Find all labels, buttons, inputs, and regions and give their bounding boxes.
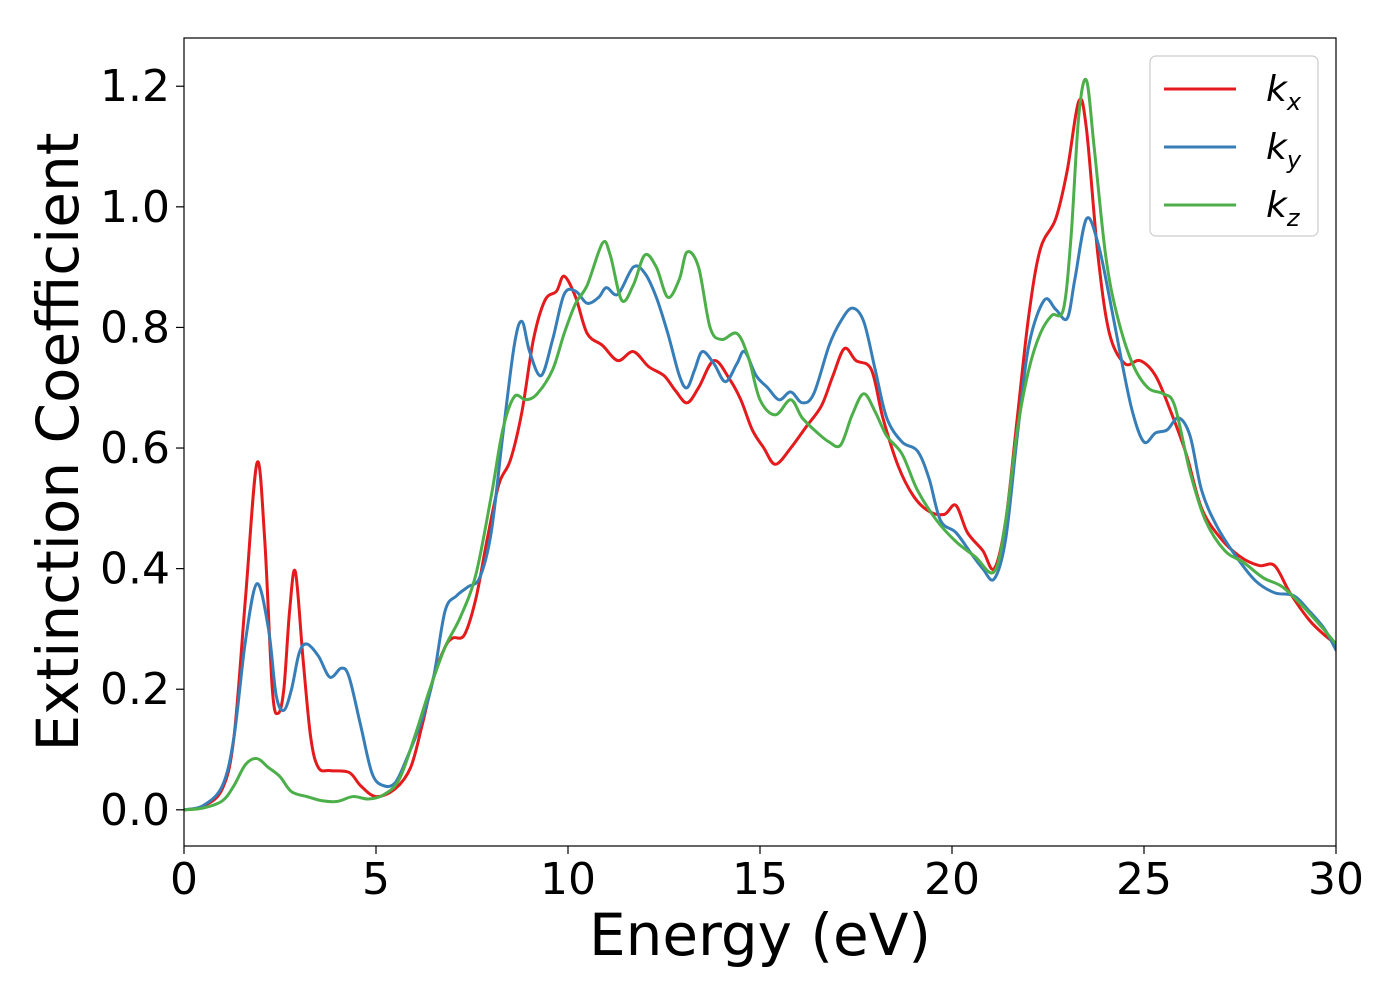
x-axis: 0 5 10 15 20 25 30 <box>170 846 1364 905</box>
y-axis-title: Extinction Coefficient <box>24 133 92 752</box>
y-tick-label: 0.4 <box>100 544 170 595</box>
y-axis: 0.0 0.2 0.4 0.6 0.8 1.0 1.2 <box>100 61 184 836</box>
legend: kx ky kz <box>1149 55 1319 237</box>
x-tick-label: 25 <box>1116 854 1172 905</box>
x-axis-title: Energy (eV) <box>589 901 931 969</box>
y-tick-label: 0.0 <box>100 785 170 836</box>
legend-label-y: ky <box>1266 127 1302 174</box>
y-tick-label: 0.6 <box>100 423 170 474</box>
y-tick-label: 1.2 <box>100 61 170 112</box>
plot-lines <box>184 77 1336 812</box>
y-tick-label: 0.8 <box>100 302 170 353</box>
x-tick-label: 30 <box>1308 854 1364 905</box>
y-tick-label: 0.2 <box>100 664 170 715</box>
x-tick-label: 10 <box>540 854 596 905</box>
x-tick-label: 0 <box>170 854 198 905</box>
series-line-x <box>184 97 1336 812</box>
series-line-z <box>184 77 1336 812</box>
y-tick-label: 1.0 <box>100 182 170 233</box>
legend-label-x: kx <box>1266 69 1302 116</box>
x-tick-label: 5 <box>362 854 390 905</box>
legend-label-z: kz <box>1266 185 1301 232</box>
x-tick-label: 15 <box>732 854 788 905</box>
series-line-y <box>184 216 1336 812</box>
x-tick-label: 20 <box>924 854 980 905</box>
